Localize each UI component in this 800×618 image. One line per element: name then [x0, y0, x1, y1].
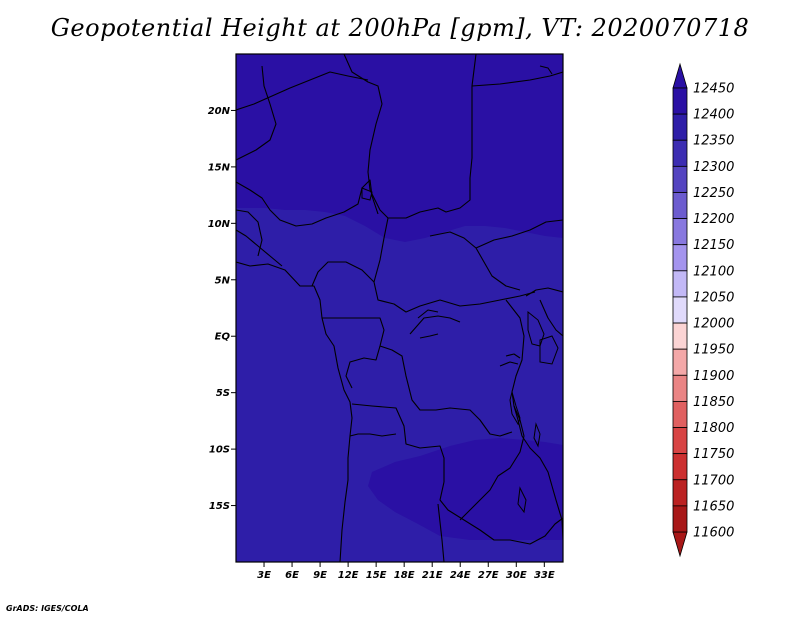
lat-label: EQ [215, 332, 231, 343]
colorbar-label: 11950 [693, 343, 734, 358]
colorbar-segment [672, 218, 688, 246]
lat-label: 10S [209, 445, 230, 456]
colorbar-segment [672, 113, 688, 141]
high-contour-south [368, 438, 563, 540]
colorbar-label: 11650 [693, 499, 734, 514]
colorbar-label: 11750 [693, 447, 734, 462]
colorbar-label: 11600 [693, 526, 734, 541]
map-title: Geopotential Height at 200hPa [gpm], VT:… [50, 14, 750, 42]
colorbar-label: 11850 [693, 395, 734, 410]
colorbar-segment [672, 427, 688, 455]
colorbar-top-arrow [672, 62, 688, 89]
lon-label: 33E [534, 570, 555, 581]
colorbar-label: 12150 [693, 238, 734, 253]
lon-label: 3E [257, 570, 271, 581]
colorbar-segment [672, 479, 688, 507]
colorbar-segment [672, 87, 688, 115]
lon-label: 27E [478, 570, 499, 581]
colorbar-segment [672, 296, 688, 324]
lat-label: 5S [216, 388, 230, 399]
colorbar-segment [672, 348, 688, 376]
lon-label: 24E [450, 570, 471, 581]
lon-label: 15E [366, 570, 387, 581]
colorbar-label: 12100 [693, 264, 734, 279]
lon-label: 30E [506, 570, 527, 581]
lakes [361, 187, 559, 514]
colorbar-bottom-arrow [672, 531, 688, 558]
lat-label: 10N [208, 219, 231, 230]
colorbar: 12450 12400 12350 12300 12250 12200 12150 12100… [672, 62, 734, 558]
lon-label: 6E [285, 570, 299, 581]
colorbar-label: 12450 [693, 82, 734, 97]
colorbar-segment [672, 322, 688, 350]
lon-label: 18E [394, 570, 415, 581]
lon-label: 9E [313, 570, 327, 581]
colorbar-label: 11900 [693, 369, 734, 384]
colorbar-label: 12000 [693, 317, 734, 332]
lon-label: 12E [338, 570, 359, 581]
colorbar-label: 12300 [693, 160, 734, 175]
colorbar-segment [672, 244, 688, 272]
lon-label: 21E [422, 570, 443, 581]
colorbar-segment [672, 453, 688, 481]
map-frame [235, 53, 564, 563]
colorbar-segment [672, 505, 688, 533]
lat-label: 15N [208, 162, 231, 173]
colorbar-label: 11800 [693, 421, 734, 436]
colorbar-label: 12200 [693, 212, 734, 227]
lat-label: 20N [208, 106, 231, 117]
colorbar-label: 12050 [693, 290, 734, 305]
colorbar-label: 12400 [693, 108, 734, 123]
map-plot [236, 54, 563, 562]
colorbar-segment [672, 374, 688, 402]
colorbar-segment [672, 192, 688, 219]
colorbar-segment [672, 165, 688, 193]
longitude-axis: 3E 6E 9E 12E 15E 18E 21E 24E 27E 30E 33E [257, 562, 555, 581]
coastlines-borders [236, 54, 563, 562]
colorbar-label: 11700 [693, 473, 734, 488]
colorbar-segment [672, 401, 688, 428]
lat-label: 5N [215, 275, 231, 286]
colorbar-segment [672, 139, 688, 167]
latitude-axis: 20N 15N 10N 5N EQ 5S 10S 15S [208, 106, 236, 512]
colorbar-segment [672, 270, 688, 298]
lat-label: 15S [209, 501, 230, 512]
high-contour-north [236, 54, 563, 242]
colorbar-label: 12250 [693, 186, 734, 201]
grads-credit: GrADS: IGES/COLA [6, 604, 89, 613]
colorbar-label: 12350 [693, 134, 734, 149]
